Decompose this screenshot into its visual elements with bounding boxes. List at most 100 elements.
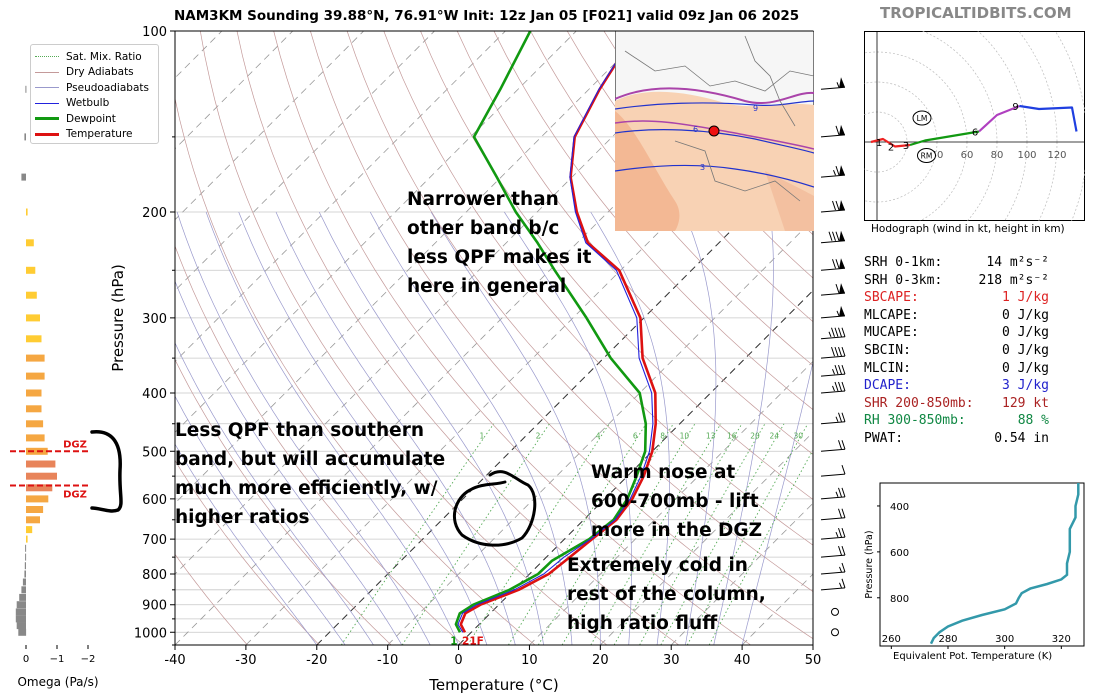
theta-e-x-tick-label: 300 [995,634,1014,645]
index-value: 14 m²s⁻² [986,255,1049,270]
y-tick-label: 1000 [134,626,167,641]
wind-barb-staff [820,571,846,575]
x-tick-label: -30 [235,653,256,668]
theta-e-ylabel: Pressure (hPa) [864,530,875,598]
mixing-ratio-label: 13 [706,432,716,441]
wind-barb-staff [820,536,846,540]
index-row: MUCAPE: 0 J/kg [864,324,1049,342]
wind-barb-full [841,327,846,337]
mixing-ratio-line [660,423,785,645]
wind-barb-full [835,165,840,176]
omega-tick-label: −2 [81,654,96,665]
omega-bar [26,354,45,362]
omega-bar [26,526,33,534]
mixing-ratio-line [590,423,722,645]
map-contour-magenta-2 [615,120,814,150]
pseudoadiabat [205,211,459,645]
hodograph-marker-label: RM [921,152,933,161]
index-row: SBCAPE: 1 J/kg [864,289,1049,307]
wind-barb-full [834,346,839,357]
omega-bar [26,291,37,299]
wind-barb-pennant [839,199,845,211]
legend-item-temperature: Temperature [31,127,158,143]
omega-bar [26,516,40,524]
legend-item-dry-adiabats: Dry Adiabats [31,65,158,81]
wind-barb-half [835,491,839,498]
hodograph-ring-label: 40 [931,150,944,161]
omega-bar [26,535,28,543]
dry-adiabat [175,96,536,645]
pseudoadiabat [369,211,573,645]
omega-bar [26,372,45,380]
wind-barb-staff [820,315,846,319]
dry-adiabat [530,31,813,366]
wind-barb-full [841,487,846,498]
hodograph-ring-label: 60 [961,150,974,161]
mixing-ratio-line [467,423,610,645]
wind-barb-staff [820,174,846,178]
index-label: MLCAPE: [864,307,919,323]
wind-barb-full [832,231,836,241]
wind-barb-full [841,381,846,392]
hodograph-height-label: 3 [903,141,909,152]
annotation-warm-nose: Warm nose at 600-700mb - lift more in the … [591,462,763,541]
index-row: SRH 0-3km: 218 m²s⁻² [864,272,1049,290]
wind-barb-full [838,487,842,498]
wind-barb-full [838,545,842,556]
wind-barb-full [832,200,836,211]
isotherm [175,31,294,150]
hodograph-chart: 40 60 80 100 120 1 2 3 6 9 LM RM [864,31,1085,221]
isotherm-zero [458,289,813,645]
index-value: 218 m²s⁻² [978,272,1049,288]
theta-e-chart: 260 280 300 320 400 600 800 Pressure (hPa) [864,482,1085,649]
omega-bar [26,484,53,492]
omega-bar [26,420,44,428]
omega-bar [18,628,27,636]
wind-barb-full [838,327,842,337]
inset-map: 9 6 3 [615,31,814,231]
index-row: DCAPE: 3 J/kg [864,377,1049,395]
theta-e-profile [929,483,1080,645]
y-tick-label: 900 [142,599,167,614]
mixing-ratio-line [401,423,550,645]
dry-adiabat [175,459,320,645]
dry-adiabat [346,31,813,592]
chart-title: NAM3KM Sounding 39.88°N, 76.91°W Init: 1… [174,8,800,24]
theta-e-frame [879,482,1085,647]
y-tick-label: 100 [142,25,167,40]
omega-bar [15,615,26,623]
wind-barb-full [832,259,836,269]
map-contour-blue-6 [615,129,814,154]
legend-item-sat-mix: Sat. Mix. Ratio [31,49,158,65]
wind-barb-pennant [839,305,845,317]
y-tick-label: 400 [142,387,167,402]
hodograph-ring-label: 100 [1017,150,1036,161]
index-row: MLCAPE: 0 J/kg [864,307,1049,325]
omega-bar [25,85,27,93]
skewt-legend: Sat. Mix. Ratio Dry Adiabats Pseudoadiab… [30,44,159,144]
omega-axis-label: Omega (Pa/s) [17,675,98,689]
wind-barb-staff [820,373,846,377]
dry-adiabat [310,31,813,640]
dry-adiabat [175,358,392,645]
x-tick-label: -20 [306,653,327,668]
hodograph-caption: Hodograph (wind in kt, height in km) [871,223,1065,235]
wind-barb-staff [820,292,846,296]
omega-bar [26,335,42,343]
dry-adiabat [493,31,813,411]
wind-barb-staff [820,209,846,213]
omega-bar [26,506,44,513]
wind-barb-full [838,364,842,375]
wind-barb-full [841,440,846,450]
omega-bar [16,622,26,630]
annotation-extremely-cold: Extremely cold in rest of the column, high… [567,555,766,634]
dewpoint-profile [454,31,648,633]
site-watermark: TROPICALTIDBITS.COM [880,4,1072,22]
map-contour-blue-9 [615,100,814,110]
index-value: 3 J/kg [1002,378,1049,394]
wind-barb-full [831,346,835,357]
theta-e-x-tick-label: 280 [938,634,957,645]
index-label: SRH 0-1km: [864,255,943,270]
map-location-marker [708,125,720,137]
x-tick-label: 0 [454,653,462,668]
